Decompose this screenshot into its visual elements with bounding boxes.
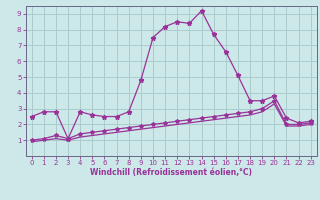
X-axis label: Windchill (Refroidissement éolien,°C): Windchill (Refroidissement éolien,°C) (90, 168, 252, 177)
